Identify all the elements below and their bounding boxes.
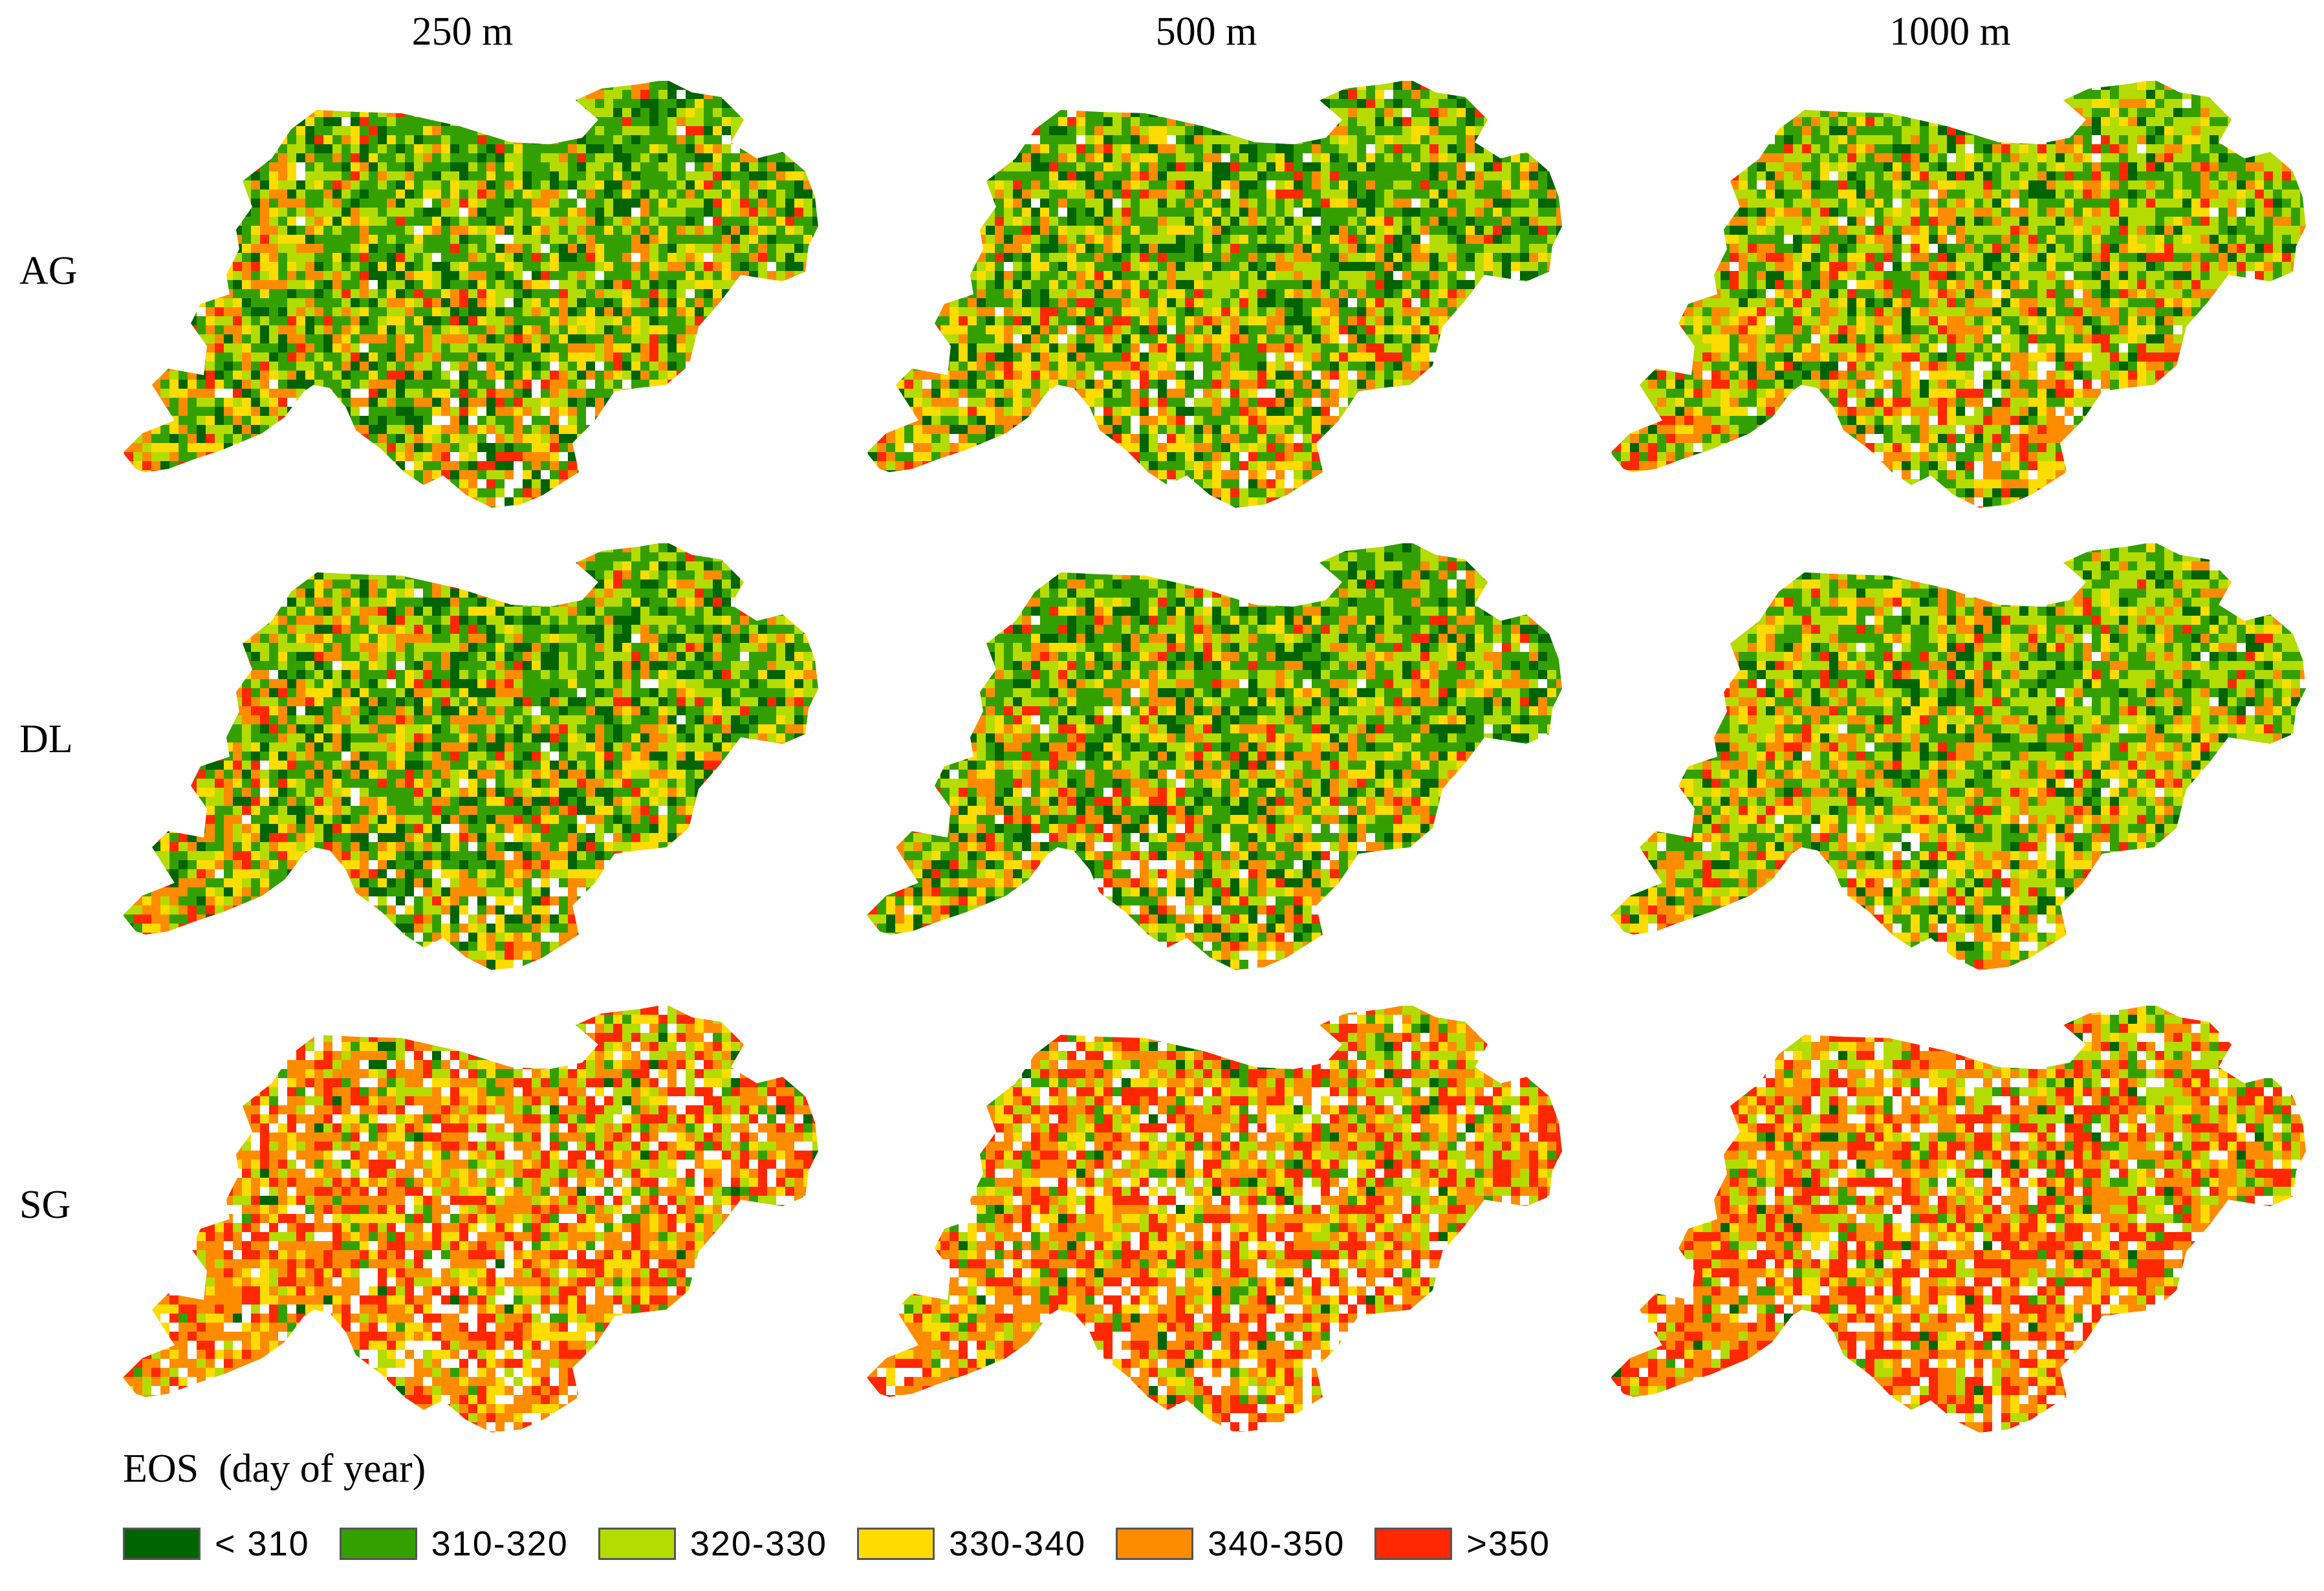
- legend-item: 340-350: [1116, 1524, 1345, 1564]
- legend-item: < 310: [123, 1524, 310, 1564]
- map-ag-500m: [841, 81, 1565, 527]
- legend-item: 320-330: [598, 1524, 827, 1564]
- region-map-svg: [867, 543, 1562, 970]
- legend-label: 320-330: [690, 1524, 827, 1564]
- row-label-ag: AG: [19, 251, 103, 291]
- legend-swatch: [123, 1528, 201, 1560]
- legend-swatch: [857, 1528, 935, 1560]
- row-label-sg: SG: [19, 1185, 103, 1225]
- legend-swatch: [1374, 1528, 1453, 1560]
- region-map-svg: [123, 1006, 818, 1433]
- legend-label: 340-350: [1208, 1524, 1345, 1564]
- legend-swatch: [1116, 1528, 1194, 1560]
- region-map-svg: [1611, 543, 2306, 970]
- map-sg-500m: [841, 1006, 1565, 1452]
- region-map-svg: [123, 543, 818, 970]
- region-map-svg: [867, 1006, 1562, 1433]
- map-ag-1000m: [1585, 81, 2309, 527]
- map-ag-250m: [97, 81, 821, 527]
- legend-label: < 310: [215, 1524, 310, 1564]
- legend-item: 330-340: [857, 1524, 1086, 1564]
- legend-swatch: [598, 1528, 676, 1560]
- column-title-250m: 250 m: [333, 12, 592, 52]
- legend-item: 310-320: [339, 1524, 569, 1564]
- region-map-svg: [1611, 1006, 2306, 1433]
- row-label-dl: DL: [19, 719, 103, 759]
- legend: < 310 310-320 320-330 330-340 340-350 >3…: [123, 1524, 1580, 1564]
- region-map-svg: [867, 81, 1562, 508]
- map-dl-250m: [97, 543, 821, 990]
- column-title-500m: 500 m: [1077, 12, 1336, 52]
- legend-title: EOS (day of year): [123, 1449, 426, 1489]
- column-title-1000m: 1000 m: [1821, 12, 2080, 52]
- legend-label: 310-320: [431, 1524, 569, 1564]
- legend-swatch: [339, 1528, 417, 1560]
- legend-label: 330-340: [949, 1524, 1086, 1564]
- legend-item: >350: [1374, 1524, 1550, 1564]
- region-map-svg: [123, 81, 818, 508]
- legend-label: >350: [1466, 1524, 1550, 1564]
- map-sg-250m: [97, 1006, 821, 1452]
- map-dl-1000m: [1585, 543, 2309, 990]
- map-dl-500m: [841, 543, 1565, 990]
- region-map-svg: [1611, 81, 2306, 508]
- map-sg-1000m: [1585, 1006, 2309, 1452]
